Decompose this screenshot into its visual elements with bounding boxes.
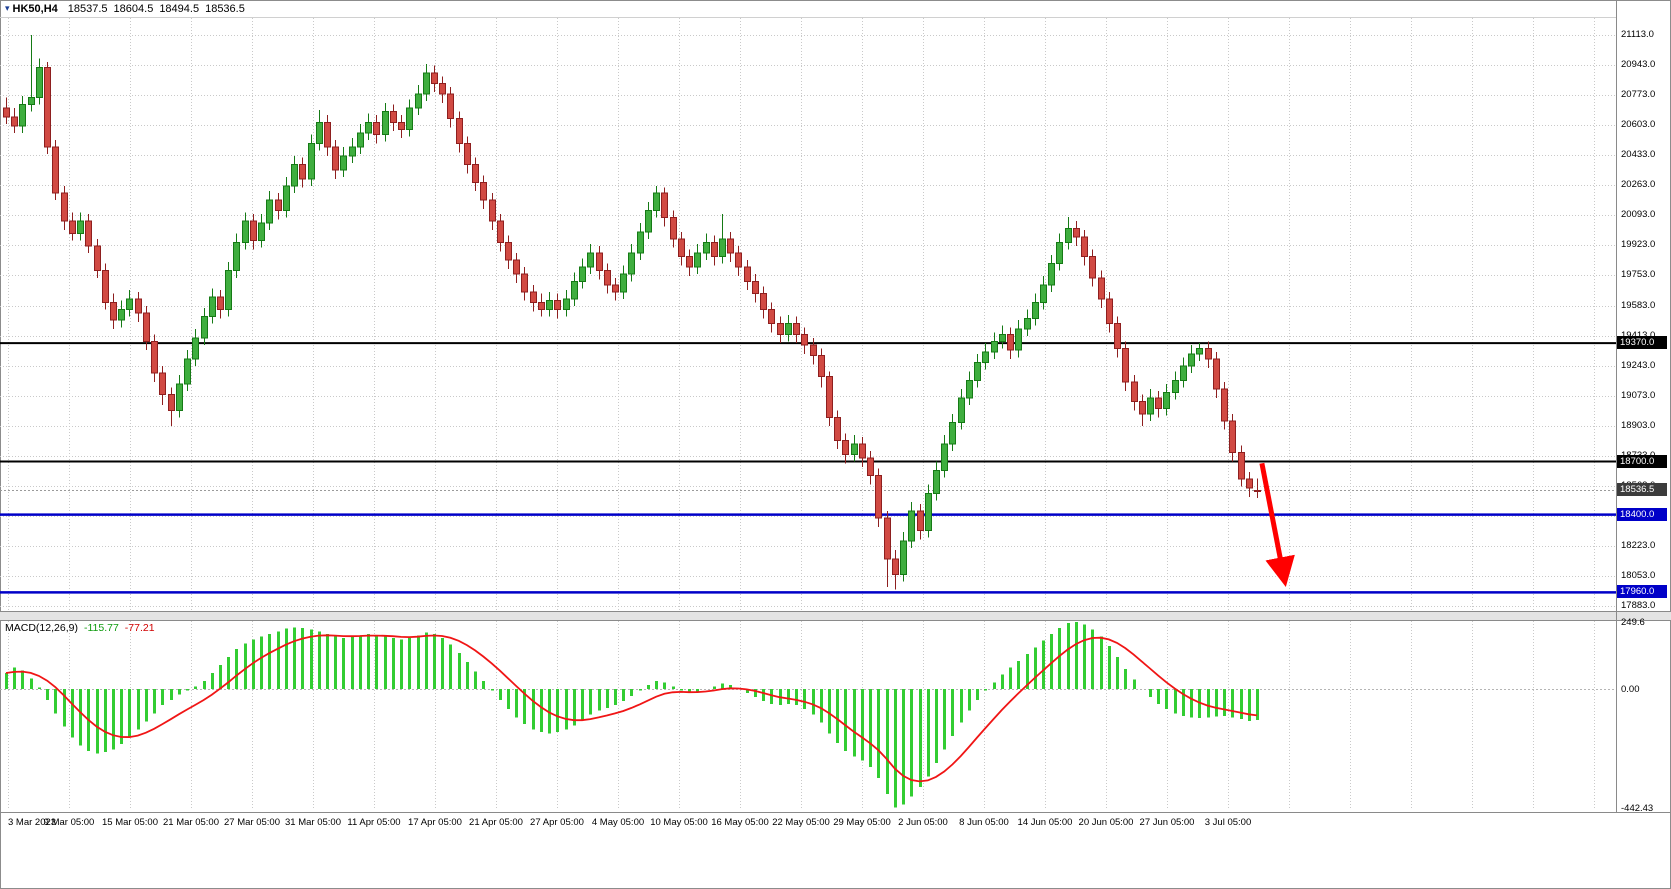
time-tick-label: 22 May 05:00	[772, 817, 830, 828]
horizontal-lines	[0, 342, 1616, 594]
chart-canvas[interactable]	[0, 0, 1671, 840]
title-bar: ▾ HK50,H4 18537.5 18604.5 18494.5 18536.5	[5, 3, 251, 15]
price-tick-label: 20603.0	[1621, 119, 1656, 131]
price-tick-label: 19413.0	[1621, 329, 1656, 341]
time-tick-label: 2 Jun 05:00	[898, 817, 948, 828]
macd-tick-label: 0.00	[1621, 684, 1640, 696]
price-tick-label: 19243.0	[1621, 359, 1656, 371]
price-tick-label: 18053.0	[1621, 569, 1656, 581]
macd-histogram	[5, 622, 1259, 808]
price-tick-label: 20433.0	[1621, 149, 1656, 161]
price-level-badge: 19370.0	[1617, 336, 1667, 350]
time-axis[interactable]: 3 Mar 2023 9 Mar 05:00 15 Mar 05:00 21 Mar …	[0, 815, 1616, 835]
price-tick-label: 19753.0	[1621, 269, 1656, 281]
pane-separators	[0, 0, 1671, 813]
price-axis[interactable]: 21113.0 20943.0 20773.0 20603.0 20433.0 20263…	[1617, 0, 1671, 814]
time-tick-label: 16 May 05:00	[711, 817, 769, 828]
current-price-badge: 18536.5	[1617, 483, 1667, 497]
price-level-badge: 18700.0	[1617, 454, 1667, 468]
time-tick-label: 15 Mar 05:00	[102, 817, 158, 828]
price-tick-label: 19923.0	[1621, 239, 1656, 251]
time-tick-label: 31 Mar 05:00	[285, 817, 341, 828]
macd-value: -115.77	[83, 622, 119, 634]
ohlc-low: 18494.5	[159, 3, 200, 15]
price-tick-label: 17883.0	[1621, 599, 1656, 611]
time-tick-label: 27 Mar 05:00	[224, 817, 280, 828]
ohlc-high: 18604.5	[113, 3, 154, 15]
candles	[3, 35, 1261, 590]
time-tick-label: 9 Mar 05:00	[43, 817, 95, 828]
price-tick-label: 19073.0	[1621, 389, 1656, 401]
macd-label: MACD(12,26,9)	[5, 622, 78, 634]
time-tick-label: 29 May 05:00	[833, 817, 891, 828]
macd-caption: MACD(12,26,9) -115.77 -77.21	[5, 622, 155, 634]
time-tick-label: 10 May 05:00	[650, 817, 708, 828]
time-tick-label: 21 Apr 05:00	[469, 817, 523, 828]
ohlc-close: 18536.5	[205, 3, 245, 15]
macd-tick-label: -442.43	[1621, 803, 1654, 814]
time-tick-label: 27 Jun 05:00	[1139, 817, 1195, 828]
time-tick-label: 21 Mar 05:00	[163, 817, 219, 828]
annotation-arrow[interactable]	[1259, 462, 1295, 588]
time-tick-label: 20 Jun 05:00	[1078, 817, 1134, 828]
price-tick-label: 20943.0	[1621, 59, 1656, 71]
time-tick-label: 4 May 05:00	[591, 817, 645, 828]
price-tick-label: 20773.0	[1621, 89, 1656, 101]
time-tick-label: 3 Mar 2023	[8, 817, 57, 828]
time-tick-label: 17 Apr 05:00	[408, 817, 462, 828]
time-tick-label: 27 Apr 05:00	[530, 817, 584, 828]
macd-signal-value: -77.21	[124, 622, 155, 634]
price-tick-label: 20093.0	[1621, 209, 1656, 221]
time-tick-label: 3 Jul 05:00	[1204, 817, 1252, 828]
gridlines	[0, 18, 1616, 808]
price-tick-label: 18903.0	[1621, 419, 1656, 431]
ohlc-open: 18537.5	[67, 3, 108, 15]
price-tick-label: 20263.0	[1621, 179, 1656, 191]
symbol-label: HK50,H4	[12, 3, 58, 15]
macd-signal-line	[5, 634, 1258, 783]
macd-tick-label: 249.6	[1621, 617, 1645, 628]
time-tick-label: 14 Jun 05:00	[1017, 817, 1073, 828]
price-level-badge: 17960.0	[1617, 585, 1667, 599]
price-level-badge: 18400.0	[1617, 507, 1667, 521]
time-tick-label: 8 Jun 05:00	[959, 817, 1009, 828]
chart-menu-icon[interactable]: ▾	[5, 3, 10, 13]
time-tick-label: 11 Apr 05:00	[347, 817, 401, 828]
price-tick-label: 18223.0	[1621, 539, 1656, 551]
price-tick-label: 19583.0	[1621, 299, 1656, 311]
price-tick-label: 21113.0	[1621, 29, 1654, 41]
